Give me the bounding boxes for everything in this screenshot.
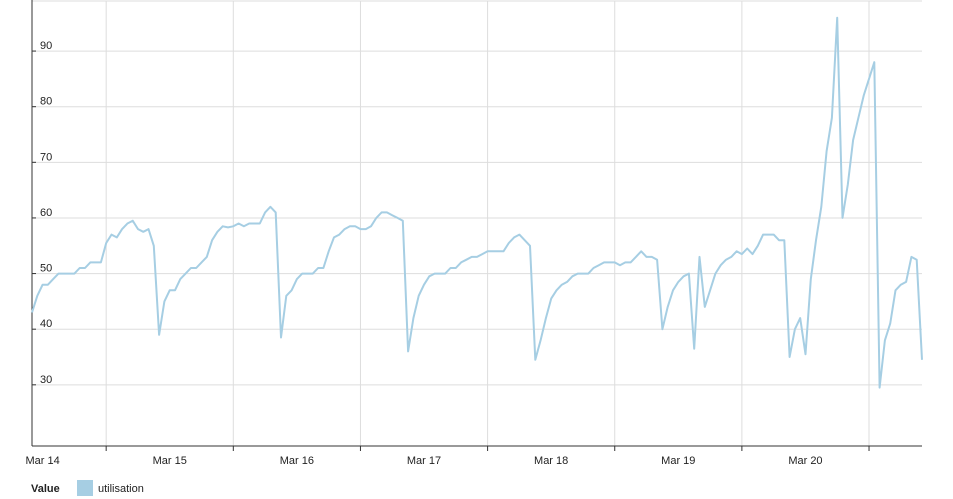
x-tick-label: Mar 15 [153, 455, 187, 467]
line [31, 16, 923, 389]
y-tick-label: 30 [40, 374, 52, 386]
y-tick-label: 40 [40, 318, 52, 330]
y-tick-label: 60 [40, 207, 52, 219]
x-tick-label: Mar 14 [25, 455, 59, 467]
x-tick-label: Mar 17 [407, 455, 441, 467]
y-tick-label: 50 [40, 263, 52, 275]
y-tick-label: 80 [40, 96, 52, 108]
x-tick-label: Mar 16 [280, 455, 314, 467]
legend-title: Value [31, 483, 60, 495]
legend-swatch [77, 480, 93, 496]
y-tick-label: 70 [40, 151, 52, 163]
x-tick-label: Mar 20 [788, 455, 822, 467]
y-tick-label: 90 [40, 40, 52, 52]
x-tick-label: Mar 18 [534, 455, 568, 467]
legend-label: utilisation [98, 483, 144, 495]
x-tick-label: Mar 19 [661, 455, 695, 467]
